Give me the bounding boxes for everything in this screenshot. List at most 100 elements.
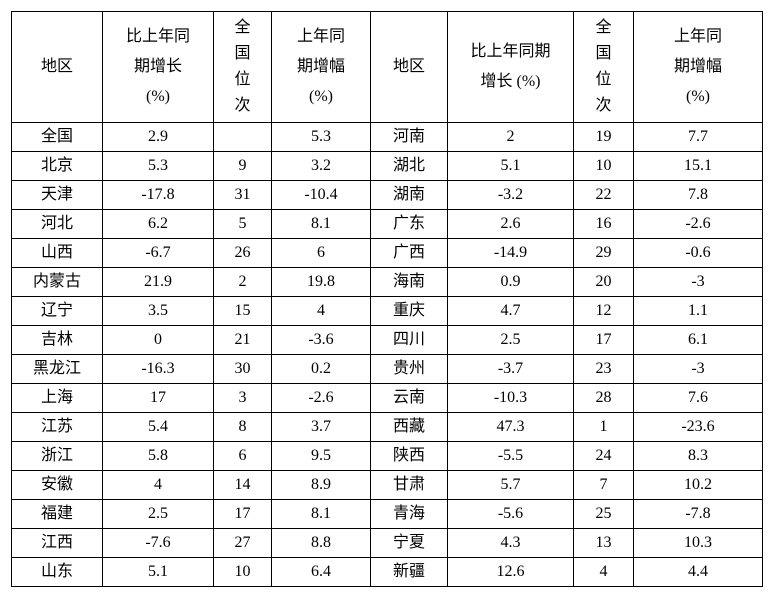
cell-growth: -5.6 (447, 499, 574, 529)
cell-region: 江西 (11, 528, 103, 558)
cell-prev-year: -10.4 (271, 180, 371, 210)
cell-prev-year: 6.1 (633, 325, 763, 355)
cell-region: 青海 (370, 499, 448, 529)
cell-growth: 2.9 (102, 122, 214, 152)
cell-growth: 4.3 (447, 528, 574, 558)
cell-region: 甘肃 (370, 470, 448, 500)
cell-region: 上海 (11, 383, 103, 413)
cell-rank: 29 (573, 238, 634, 268)
cell-growth: 3.5 (102, 296, 214, 326)
cell-rank: 23 (573, 354, 634, 384)
cell-growth: 4.7 (447, 296, 574, 326)
cell-growth: -5.5 (447, 441, 574, 471)
cell-region: 湖南 (370, 180, 448, 210)
cell-growth: -6.7 (102, 238, 214, 268)
cell-rank: 19 (573, 122, 634, 152)
cell-region: 重庆 (370, 296, 448, 326)
cell-rank: 12 (573, 296, 634, 326)
cell-region: 吉林 (11, 325, 103, 355)
cell-rank: 27 (213, 528, 272, 558)
cell-rank: 10 (573, 151, 634, 181)
cell-region: 安徽 (11, 470, 103, 500)
cell-prev-year: -0.6 (633, 238, 763, 268)
cell-prev-year: 9.5 (271, 441, 371, 471)
cell-region: 北京 (11, 151, 103, 181)
table-row: 江苏 5.4 8 3.7 西藏 47.3 1 -23.6 (11, 412, 763, 442)
cell-rank: 31 (213, 180, 272, 210)
header-region-left: 地区 (11, 11, 103, 123)
cell-rank: 13 (573, 528, 634, 558)
cell-region: 江苏 (11, 412, 103, 442)
cell-prev-year: 4 (271, 296, 371, 326)
cell-rank: 17 (213, 499, 272, 529)
cell-growth: 17 (102, 383, 214, 413)
header-row: 地区 比上年同 期增长 (%) 全 国 位 次 上年同 期增幅 (%) 地区 比… (11, 11, 763, 123)
cell-growth: 5.8 (102, 441, 214, 471)
cell-region: 海南 (370, 267, 448, 297)
table-body: 全国 2.9 5.3 河南 2 19 7.7 北京 5.3 9 3.2 湖北 5.1 10 15.1 天津 -1… (11, 122, 763, 587)
cell-prev-year: 1.1 (633, 296, 763, 326)
cell-prev-year: -3.6 (271, 325, 371, 355)
cell-region: 山西 (11, 238, 103, 268)
cell-growth: 5.3 (102, 151, 214, 181)
cell-rank: 21 (213, 325, 272, 355)
cell-rank: 30 (213, 354, 272, 384)
table-row: 浙江 5.8 6 9.5 陕西 -5.5 24 8.3 (11, 441, 763, 471)
cell-region: 广东 (370, 209, 448, 239)
cell-growth: -17.8 (102, 180, 214, 210)
cell-region: 宁夏 (370, 528, 448, 558)
header-region-right: 地区 (370, 11, 448, 123)
cell-prev-year: -7.8 (633, 499, 763, 529)
cell-growth: 5.4 (102, 412, 214, 442)
cell-rank (213, 122, 272, 152)
cell-prev-year: 8.8 (271, 528, 371, 558)
cell-region: 山东 (11, 557, 103, 587)
header-rank-right: 全 国 位 次 (573, 11, 634, 123)
cell-prev-year: 8.9 (271, 470, 371, 500)
cell-rank: 1 (573, 412, 634, 442)
cell-prev-year: 3.7 (271, 412, 371, 442)
table-row: 河北 6.2 5 8.1 广东 2.6 16 -2.6 (11, 209, 763, 239)
cell-region: 西藏 (370, 412, 448, 442)
cell-prev-year: -2.6 (271, 383, 371, 413)
cell-rank: 3 (213, 383, 272, 413)
cell-rank: 6 (213, 441, 272, 471)
cell-rank: 10 (213, 557, 272, 587)
cell-prev-year: 3.2 (271, 151, 371, 181)
cell-rank: 20 (573, 267, 634, 297)
table-row: 辽宁 3.5 15 4 重庆 4.7 12 1.1 (11, 296, 763, 326)
cell-prev-year: 8.1 (271, 499, 371, 529)
table-row: 吉林 0 21 -3.6 四川 2.5 17 6.1 (11, 325, 763, 355)
cell-prev-year: 8.1 (271, 209, 371, 239)
cell-region: 黑龙江 (11, 354, 103, 384)
cell-region: 河南 (370, 122, 448, 152)
cell-rank: 17 (573, 325, 634, 355)
table-row: 江西 -7.6 27 8.8 宁夏 4.3 13 10.3 (11, 528, 763, 558)
cell-growth: 2.5 (447, 325, 574, 355)
cell-rank: 26 (213, 238, 272, 268)
cell-rank: 8 (213, 412, 272, 442)
cell-growth: -16.3 (102, 354, 214, 384)
table-row: 山西 -6.7 26 6 广西 -14.9 29 -0.6 (11, 238, 763, 268)
cell-region: 天津 (11, 180, 103, 210)
cell-rank: 28 (573, 383, 634, 413)
regional-growth-table: 地区 比上年同 期增长 (%) 全 国 位 次 上年同 期增幅 (%) 地区 比… (11, 11, 763, 587)
cell-prev-year: -23.6 (633, 412, 763, 442)
cell-prev-year: 10.3 (633, 528, 763, 558)
cell-growth: 5.1 (102, 557, 214, 587)
cell-region: 贵州 (370, 354, 448, 384)
cell-rank: 14 (213, 470, 272, 500)
cell-rank: 5 (213, 209, 272, 239)
cell-rank: 4 (573, 557, 634, 587)
header-prev-year-left: 上年同 期增幅 (%) (271, 11, 371, 123)
cell-region: 福建 (11, 499, 103, 529)
header-growth-right: 比上年同期 增长 (%) (447, 11, 574, 123)
table-row: 安徽 4 14 8.9 甘肃 5.7 7 10.2 (11, 470, 763, 500)
cell-growth: 0.9 (447, 267, 574, 297)
cell-prev-year: 10.2 (633, 470, 763, 500)
cell-growth: -10.3 (447, 383, 574, 413)
cell-prev-year: 7.8 (633, 180, 763, 210)
cell-region: 全国 (11, 122, 103, 152)
cell-growth: 0 (102, 325, 214, 355)
